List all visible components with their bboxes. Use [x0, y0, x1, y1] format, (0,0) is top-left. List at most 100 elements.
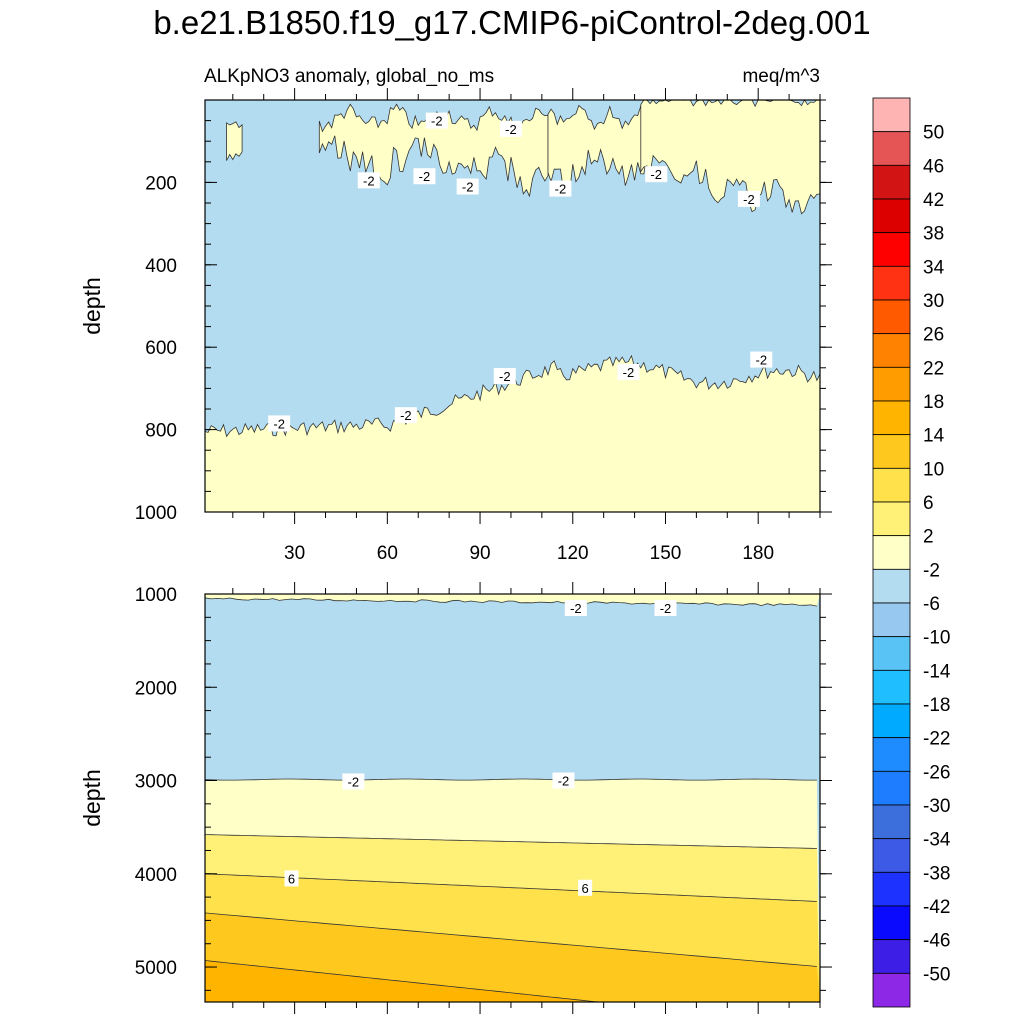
contour-label-text: -2	[431, 114, 443, 129]
lower-plot-frame	[204, 593, 821, 1003]
colorbar-swatch	[872, 265, 911, 301]
lower-y-tick-labels: 1000 2000 3000 4000 5000	[135, 585, 177, 979]
lower-depth-panel: -2 -2 -2 -2 6 6 1000 2000 3000 4000 5000 depth	[79, 582, 832, 1014]
contour-label-text: -2	[505, 122, 517, 137]
y-tick-label: 600	[145, 338, 177, 359]
colorbar-label: -18	[923, 695, 950, 716]
contour-label-text: -2	[462, 180, 474, 195]
colorbar-label: 18	[923, 392, 944, 413]
colorbar-label: 14	[923, 426, 945, 447]
colorbar-label: -42	[923, 897, 950, 918]
colorbar-swatch	[872, 972, 911, 1008]
contour-label-bg	[750, 351, 773, 368]
contour-label: -2	[425, 112, 448, 129]
colorbar-swatch	[872, 602, 911, 638]
contour-label: -2	[456, 178, 479, 195]
contour-label: -2	[654, 599, 677, 616]
colorbar-swatch	[872, 703, 911, 739]
upper-y-tick-labels: 200 400 600 800 1000	[135, 173, 177, 524]
region-minus2-to-2-deep	[205, 355, 820, 512]
contour-label-bg	[645, 166, 668, 183]
colorbar-swatch	[872, 434, 911, 469]
contour-label-bg	[549, 180, 572, 197]
contour-label: -2	[357, 172, 380, 189]
upper-axis-ticks	[205, 88, 832, 524]
lower-contour-lines	[204, 597, 817, 1003]
colorbar-label: 42	[923, 190, 944, 211]
lower-contour-labels: -2 -2 -2 -2 6 6	[284, 599, 677, 896]
colorbar-label: 34	[923, 257, 945, 278]
contour-label: -2	[750, 351, 773, 368]
y-tick-label: 5000	[135, 958, 177, 979]
colorbar-swatch	[872, 770, 911, 806]
contour-label: -2	[342, 773, 365, 790]
region-10-to-14-edge	[204, 912, 817, 967]
colorbar-label: -38	[923, 863, 950, 884]
y-tick-label: 4000	[135, 865, 177, 886]
region-6-to-10-edge	[204, 873, 817, 902]
contour-label-text: -2	[743, 192, 755, 207]
y-tick-label: 2000	[135, 678, 177, 699]
colorbar-label: 6	[923, 493, 934, 514]
colorbar-swatch	[872, 467, 911, 503]
contour-label-text: -2	[570, 601, 582, 616]
contour-label-text: -2	[756, 353, 768, 368]
contour-label-bg	[394, 407, 417, 424]
upper-subtitle-left: ALKpNO3 anomaly, global_no_ms	[204, 66, 494, 87]
contour-label-text: -2	[363, 173, 375, 188]
contour-label: 6	[578, 879, 593, 896]
region-minus2-to-2-mid-edge	[204, 778, 817, 781]
upper-contour-fill	[205, 99, 821, 512]
contour-label-bg	[357, 172, 380, 189]
lower-axis-ticks	[205, 582, 832, 1014]
contour-label: -2	[737, 190, 760, 207]
contour-label: -2	[617, 363, 640, 380]
colorbar-swatch	[872, 636, 911, 671]
region-2-to-6-edge	[204, 834, 817, 849]
contour-label: -2	[549, 180, 572, 197]
region-minus2-to-2-top	[205, 594, 820, 607]
upper-x-tick-labels: 30 60 90 120 150 180	[284, 543, 774, 564]
contour-label-bg	[425, 112, 448, 129]
contour-label-bg	[552, 772, 575, 789]
y-tick-label: 1000	[135, 585, 177, 606]
x-tick-label: 60	[377, 543, 398, 564]
colorbar-swatch	[872, 501, 911, 537]
contour-label-bg	[564, 599, 587, 616]
x-tick-label: 30	[284, 543, 305, 564]
colorbar-swatch	[872, 97, 911, 133]
contour-label: -2	[499, 120, 522, 137]
contour-label-text: 6	[582, 881, 589, 896]
colorbar-label: -46	[923, 931, 950, 952]
contour-label-text: -2	[400, 408, 412, 423]
x-tick-label: 90	[469, 543, 490, 564]
contour-label-bg	[456, 178, 479, 195]
colorbar-label: 38	[923, 224, 944, 245]
contour-label-bg	[578, 879, 593, 896]
contour-label: -2	[552, 772, 575, 789]
contour-label: -2	[394, 407, 417, 424]
colorbar-swatch	[872, 871, 911, 907]
upper-depth-panel: ALKpNO3 anomaly, global_no_ms meq/m^3 -2…	[79, 66, 832, 564]
colorbar-swatch	[872, 838, 911, 873]
y-tick-label: 800	[145, 421, 177, 442]
colorbar-swatch	[872, 905, 911, 941]
colorbar-swatch	[872, 131, 911, 166]
colorbar-swatch	[872, 669, 911, 705]
contour-label-bg	[284, 870, 299, 887]
colorbar-label: 30	[923, 291, 944, 312]
colorbar-swatch	[872, 400, 911, 436]
contour-label-text: -2	[555, 182, 567, 197]
colorbar: 50 46 42 38 34 30 26 22 18 14 10 6 2 -2 -6 -10 -14 -18 -22…	[872, 97, 951, 1008]
colorbar-swatch	[872, 333, 911, 368]
x-tick-label: 120	[557, 543, 589, 564]
colorbar-label: -6	[923, 594, 940, 615]
colorbar-swatch	[872, 366, 911, 402]
colorbar-label: -22	[923, 729, 950, 750]
patch-left-small	[226, 121, 243, 161]
colorbar-swatch	[872, 535, 911, 570]
contour-label-text: -2	[419, 169, 431, 184]
contour-label: -2	[564, 599, 587, 616]
contour-line-minus2-top	[204, 597, 817, 607]
